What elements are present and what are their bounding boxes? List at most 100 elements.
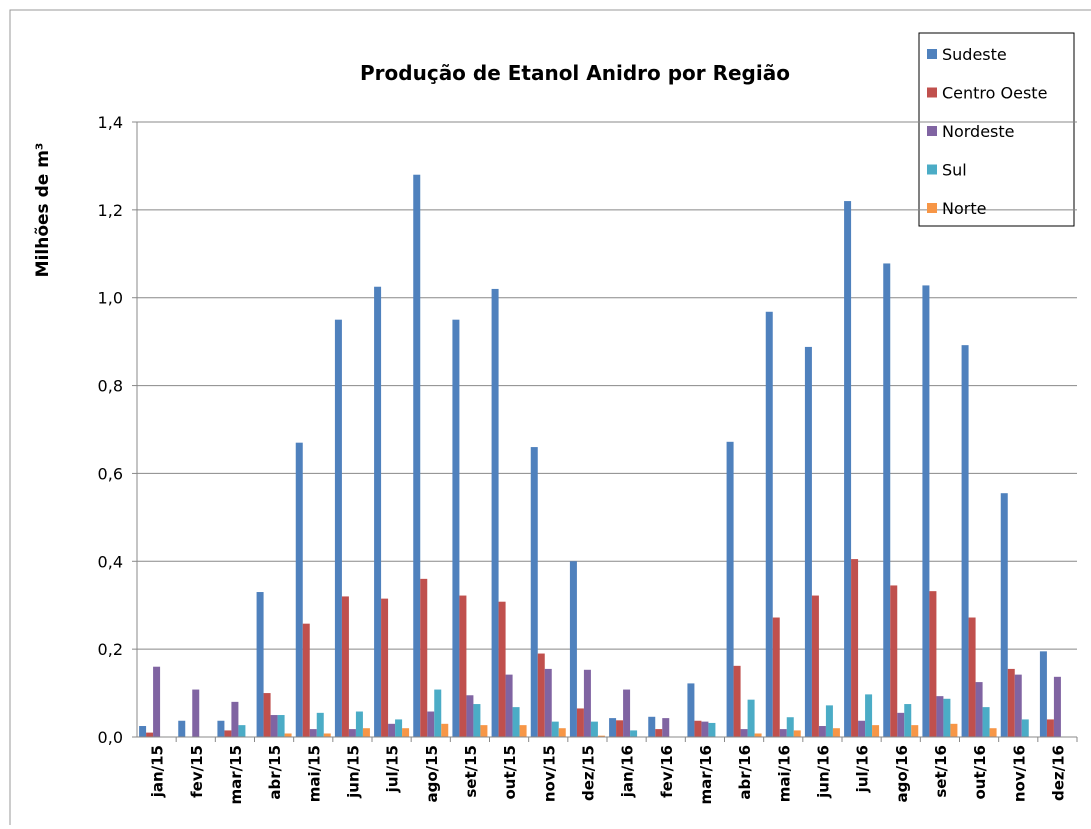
bar (950, 723, 958, 737)
bar (811, 595, 819, 737)
bar (388, 723, 396, 737)
bar (865, 694, 873, 737)
bar (883, 263, 891, 737)
bar (630, 730, 638, 737)
bar (740, 729, 748, 737)
bar (277, 715, 285, 737)
bar (473, 704, 481, 737)
legend-label: Norte (942, 199, 986, 218)
bar (616, 720, 624, 737)
x-tick-label: mar/15 (227, 745, 245, 805)
y-tick-label: 0,0 (98, 728, 123, 747)
x-tick-label: abr/15 (266, 745, 284, 800)
bar (1000, 493, 1008, 737)
legend-swatch (927, 203, 937, 213)
bar (395, 719, 403, 737)
bar (323, 733, 331, 737)
bar (217, 720, 225, 737)
bar (1014, 674, 1022, 737)
x-tick-label: ago/16 (893, 745, 911, 803)
bar (362, 728, 370, 737)
bar (754, 733, 762, 737)
bar (498, 601, 506, 737)
bar (270, 715, 278, 737)
x-tick-label: nov/15 (540, 745, 558, 802)
bar (374, 286, 382, 737)
x-tick-label: jul/15 (384, 745, 402, 793)
bar (459, 595, 467, 737)
bar (825, 705, 833, 737)
bar (922, 285, 930, 737)
bar (897, 712, 905, 737)
legend-label: Nordeste (942, 122, 1015, 141)
bar (491, 288, 499, 737)
bar (544, 668, 552, 737)
x-tick-label: nov/16 (1010, 745, 1028, 802)
bar (687, 683, 695, 737)
y-tick-label: 1,2 (98, 201, 123, 220)
x-tick-label: jan/16 (619, 745, 637, 798)
bar (334, 319, 342, 737)
bar (551, 721, 559, 737)
bar (558, 728, 566, 737)
bar (341, 596, 349, 737)
x-tick-label: out/15 (501, 745, 519, 800)
bar (851, 559, 859, 737)
bar (441, 723, 449, 737)
bar (804, 346, 812, 737)
legend-swatch (927, 49, 937, 59)
x-tick-label: fev/16 (658, 745, 676, 798)
x-tick-label: set/16 (932, 745, 950, 798)
bar (530, 447, 538, 737)
x-tick-label: jun/16 (814, 745, 832, 799)
bar (537, 653, 545, 737)
bar (427, 711, 435, 737)
bar (609, 718, 617, 737)
bar (844, 201, 852, 738)
bar (936, 696, 944, 737)
x-tick-label: jan/15 (149, 745, 167, 798)
x-tick-label: dez/15 (579, 745, 597, 801)
bar (1053, 676, 1061, 737)
bar (1039, 651, 1047, 737)
bar (302, 623, 310, 737)
bar (263, 693, 271, 737)
bar (519, 725, 527, 737)
x-tick-label: mai/16 (775, 745, 793, 802)
bar (178, 720, 186, 737)
bar (701, 721, 709, 737)
bar (662, 718, 670, 737)
bar (818, 726, 826, 737)
legend-label: Sul (942, 161, 967, 180)
bar (765, 311, 773, 737)
bar (348, 729, 356, 737)
bar (295, 442, 303, 737)
y-tick-label: 0,2 (98, 640, 123, 659)
legend-swatch (927, 126, 937, 136)
x-tick-label: mai/15 (305, 745, 323, 802)
bar (975, 682, 983, 737)
y-tick-label: 0,4 (98, 552, 123, 571)
legend-box (918, 32, 1075, 227)
bar (694, 720, 702, 737)
bar (231, 701, 239, 737)
bar (1021, 719, 1029, 737)
bar (904, 704, 912, 737)
bar (452, 319, 460, 737)
y-tick-label: 0,6 (98, 464, 123, 483)
bar (402, 728, 410, 737)
bar (569, 561, 577, 737)
bar (597, 735, 605, 737)
legend-swatch (927, 87, 937, 98)
legend-swatch (927, 164, 937, 175)
x-tick-label: out/16 (971, 745, 989, 800)
y-tick-label: 1,4 (98, 113, 123, 132)
bar (779, 729, 787, 737)
bar (434, 689, 442, 737)
bar (968, 617, 976, 737)
bar (590, 721, 598, 737)
bar (192, 689, 200, 737)
bar (872, 725, 880, 737)
bar (1046, 719, 1054, 737)
